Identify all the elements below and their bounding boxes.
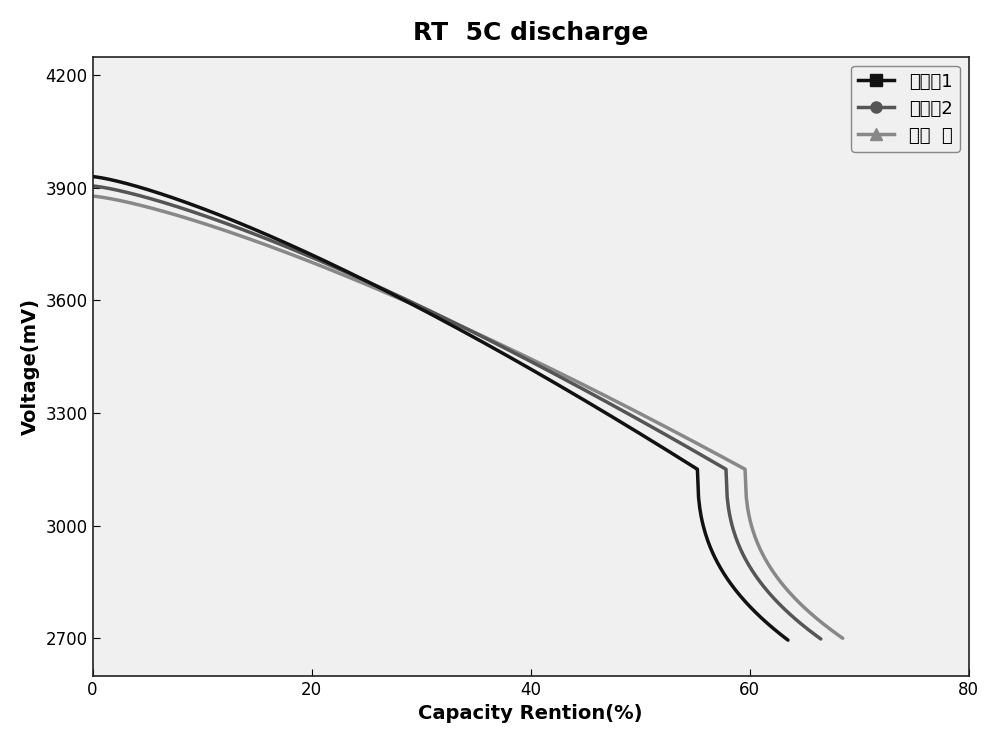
Legend: 实施例1, 实施例2, 对比  例: 实施例1, 实施例2, 对比 例 bbox=[851, 65, 960, 152]
X-axis label: Capacity Rention(%): Capacity Rention(%) bbox=[418, 704, 643, 723]
Title: RT  5C discharge: RT 5C discharge bbox=[413, 21, 648, 45]
Y-axis label: Voltage(mV): Voltage(mV) bbox=[21, 298, 40, 434]
